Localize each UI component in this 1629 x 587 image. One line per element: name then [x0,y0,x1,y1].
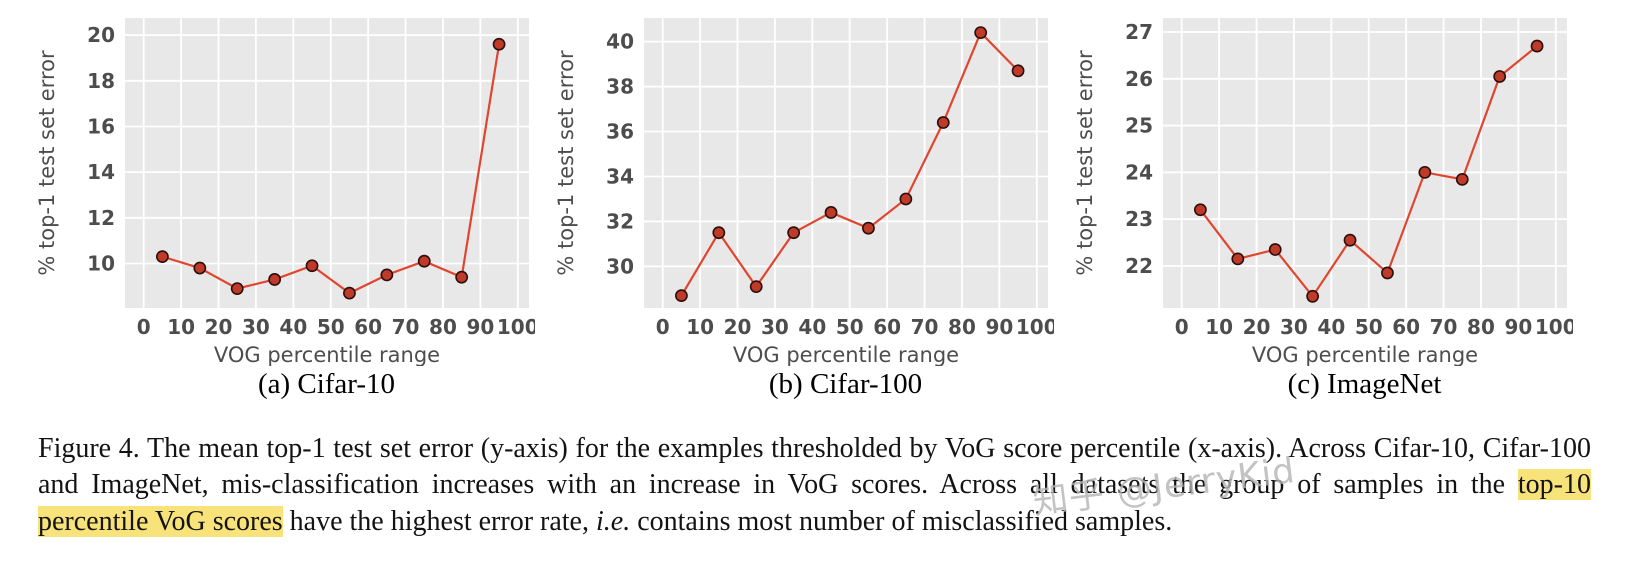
svg-text:70: 70 [1430,315,1458,339]
svg-text:VOG percentile range: VOG percentile range [733,343,959,366]
svg-text:14: 14 [87,160,115,184]
svg-text:25: 25 [1125,114,1153,138]
panel-imagenet: 0 10 20 30 40 50 60 70 80 90 100 22 23 24 25 26 27 VOG pe… [1068,8,1573,401]
svg-text:34: 34 [606,164,634,188]
caption-text: Figure 4. The mean top-1 test set error … [38,433,1591,501]
svg-text:32: 32 [606,209,634,233]
svg-text:70: 70 [911,315,939,339]
svg-text:30: 30 [1280,315,1308,339]
svg-text:30: 30 [242,315,270,339]
svg-text:10: 10 [87,251,115,275]
svg-text:40: 40 [606,30,634,54]
svg-text:% top-1 test set error: % top-1 test set error [35,50,59,276]
panel-cifar100: 0 10 20 30 40 50 60 70 80 90 100 30 32 34 36 38 40 VOG pe… [549,8,1054,401]
svg-text:VOG percentile range: VOG percentile range [214,343,440,366]
svg-text:20: 20 [205,315,233,339]
svg-text:10: 10 [1205,315,1233,339]
svg-text:90: 90 [985,315,1013,339]
svg-text:90: 90 [466,315,494,339]
svg-text:70: 70 [392,315,420,339]
svg-text:0: 0 [1175,315,1189,339]
svg-text:40: 40 [1317,315,1345,339]
svg-text:10: 10 [167,315,195,339]
svg-text:27: 27 [1125,20,1153,44]
subcaption-imagenet: (c) ImageNet [1287,368,1442,400]
chart-cifar100-canvas: 0 10 20 30 40 50 60 70 80 90 100 30 32 34 36 38 40 VOG pe… [554,18,1054,366]
svg-text:60: 60 [1392,315,1420,339]
svg-text:0: 0 [137,315,151,339]
svg-text:80: 80 [429,315,457,339]
svg-text:30: 30 [606,254,634,278]
svg-text:30: 30 [761,315,789,339]
svg-text:12: 12 [87,206,115,230]
svg-text:50: 50 [836,315,864,339]
svg-text:60: 60 [873,315,901,339]
svg-text:18: 18 [87,69,115,93]
caption-italic: i.e. [595,505,631,537]
svg-text:23: 23 [1125,207,1153,231]
svg-text:VOG percentile range: VOG percentile range [1252,343,1478,366]
figure-caption: Figure 4. The mean top-1 test set error … [38,431,1591,540]
chart-cifar10-canvas: 0 10 20 30 40 50 60 70 80 90 100 10 12 14 16 18 20 VOG pe… [35,18,535,366]
svg-text:80: 80 [1467,315,1495,339]
chart-imagenet-canvas: 0 10 20 30 40 50 60 70 80 90 100 22 23 24 25 26 27 VOG pe… [1073,18,1573,366]
subcaption-cifar100: (b) Cifar-100 [768,368,923,400]
svg-text:38: 38 [606,75,634,99]
svg-text:100: 100 [497,315,535,339]
svg-text:% top-1 test set error: % top-1 test set error [1073,50,1097,276]
svg-text:100: 100 [1535,315,1573,339]
svg-text:% top-1 test set error: % top-1 test set error [554,50,578,276]
svg-text:60: 60 [354,315,382,339]
subcaption-cifar10: (a) Cifar-10 [257,368,396,400]
svg-text:0: 0 [656,315,670,339]
caption-text: have the highest error rate, [282,505,596,537]
svg-text:20: 20 [724,315,752,339]
svg-text:10: 10 [686,315,714,339]
svg-text:40: 40 [279,315,307,339]
svg-text:50: 50 [1355,315,1383,339]
svg-text:90: 90 [1504,315,1532,339]
svg-text:26: 26 [1125,67,1153,91]
svg-text:100: 100 [1016,315,1054,339]
panel-cifar10: 0 10 20 30 40 50 60 70 80 90 100 10 12 14 16 18 20 VOG pe… [30,8,535,401]
svg-text:16: 16 [87,114,115,138]
svg-text:20: 20 [87,23,115,47]
caption-text: contains most number of misclassified sa… [630,505,1173,537]
svg-text:36: 36 [606,120,634,144]
svg-text:40: 40 [798,315,826,339]
svg-text:20: 20 [1243,315,1271,339]
svg-text:80: 80 [948,315,976,339]
svg-text:22: 22 [1125,254,1153,278]
figure-panels: 0 10 20 30 40 50 60 70 80 90 100 10 12 14 16 18 20 VOG pe… [30,8,1573,401]
svg-text:24: 24 [1125,160,1153,184]
svg-text:50: 50 [317,315,345,339]
